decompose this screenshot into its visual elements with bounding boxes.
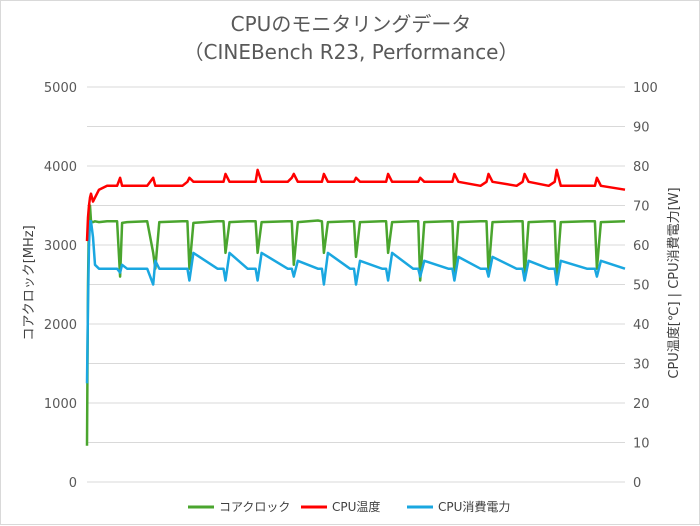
legend-item-cpu-power: CPU消費電力 (407, 499, 510, 514)
series-line-cpu-power (85, 220, 626, 384)
legend-label-cpu-power: CPU消費電力 (438, 499, 510, 514)
left-tick-label: 3000 (44, 239, 77, 254)
left-tick-label: 2000 (44, 318, 77, 333)
legend-item-cpu-temp: CPU温度 (301, 499, 380, 514)
left-tick-label: 5000 (44, 81, 77, 96)
right-axis-label: CPU温度[℃] | CPU消費電力[W] (666, 187, 682, 378)
right-tick-label: 10 (633, 437, 650, 452)
left-tick-label: 0 (69, 476, 77, 491)
right-tick-label: 0 (633, 476, 641, 491)
series-line-core-clock (85, 204, 626, 446)
left-axis-ticks: 0 1000 2000 3000 4000 5000 (44, 81, 77, 491)
right-tick-label: 40 (633, 318, 650, 333)
series-line-cpu-temp (85, 168, 626, 242)
right-tick-label: 60 (633, 239, 650, 254)
chart-title: CPUのモニタリングデータ (231, 12, 472, 36)
left-axis-label: コアクロック[MHz] (22, 225, 37, 340)
right-tick-label: 20 (633, 397, 650, 412)
right-tick-label: 70 (633, 200, 650, 215)
legend: コアクロック CPU温度 CPU消費電力 (188, 499, 510, 514)
right-tick-label: 50 (633, 279, 650, 294)
legend-item-core-clock: コアクロック (188, 500, 290, 514)
left-tick-label: 1000 (44, 397, 77, 412)
legend-label-cpu-temp: CPU温度 (332, 499, 380, 514)
legend-label-core-clock: コアクロック (219, 500, 290, 514)
right-tick-label: 90 (633, 121, 650, 136)
left-tick-label: 4000 (44, 160, 77, 175)
plot-area (85, 168, 626, 446)
right-tick-label: 100 (633, 81, 658, 96)
right-tick-label: 30 (633, 358, 650, 373)
right-axis-ticks: 0 10 20 30 40 50 60 70 80 90 100 (633, 81, 658, 491)
right-tick-label: 80 (633, 160, 650, 175)
chart-subtitle: （CINEBench R23, Performance） (184, 40, 519, 64)
